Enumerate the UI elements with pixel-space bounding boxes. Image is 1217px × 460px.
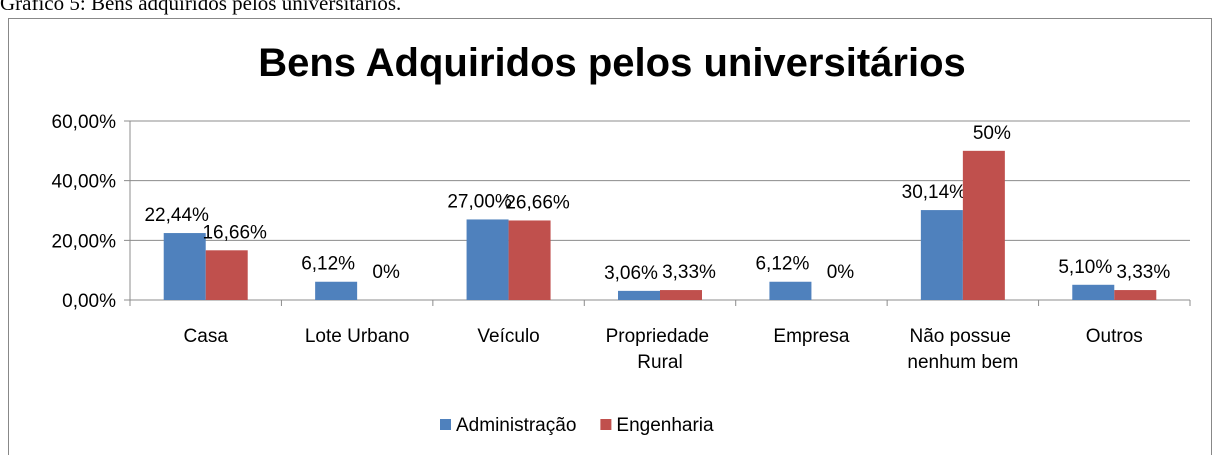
bar [769,281,812,300]
bar [962,150,1005,300]
y-tick-label: 20,00% [52,231,117,252]
bar [205,250,248,300]
y-tick-label: 0,00% [62,291,116,312]
legend-swatch [440,419,451,430]
x-tick-label: Não possue nenhum bem [907,326,1018,373]
bar [508,220,551,300]
bar [1114,290,1157,300]
data-label: 30,14% [902,182,967,203]
data-label: 22,44% [144,205,209,226]
caption: Gráfico 5: Bens adquiridos pelos univers… [0,0,401,15]
legend-swatch [600,419,612,430]
bar [920,210,963,300]
x-tick-label: Outros [1086,326,1143,347]
legend-label: Engenharia [616,415,714,436]
data-label: 0% [827,262,855,283]
data-label: 27,00% [447,191,512,212]
x-tick-label: Propriedade Rural [606,326,715,373]
bar [466,219,509,300]
data-label: 3,06% [604,263,658,284]
chart-border [8,18,1212,459]
data-label: 3,33% [1116,262,1170,283]
data-label: 0% [372,262,400,283]
x-tick-label: Empresa [773,326,849,347]
x-tick-label: Lote Urbano [305,326,410,347]
x-tick-label: Veículo [477,326,539,347]
bar [1072,284,1115,300]
bar [163,233,206,300]
legend-label: Administração [456,415,576,436]
data-label: 26,66% [505,192,570,213]
bar [315,281,358,300]
y-tick-label: 40,00% [52,172,117,193]
data-label: 6,12% [755,254,809,275]
data-label: 5,10% [1058,257,1112,278]
chart-title: Bens Adquiridos pelos universitários [258,41,966,85]
bar [660,290,702,300]
y-tick-label: 60,00% [52,112,117,133]
data-label: 16,66% [202,222,267,243]
data-label: 6,12% [301,254,355,275]
data-label: 50% [973,123,1011,144]
x-tick-label: Casa [184,326,229,347]
bar [618,290,660,300]
data-label: 3,33% [662,262,716,283]
